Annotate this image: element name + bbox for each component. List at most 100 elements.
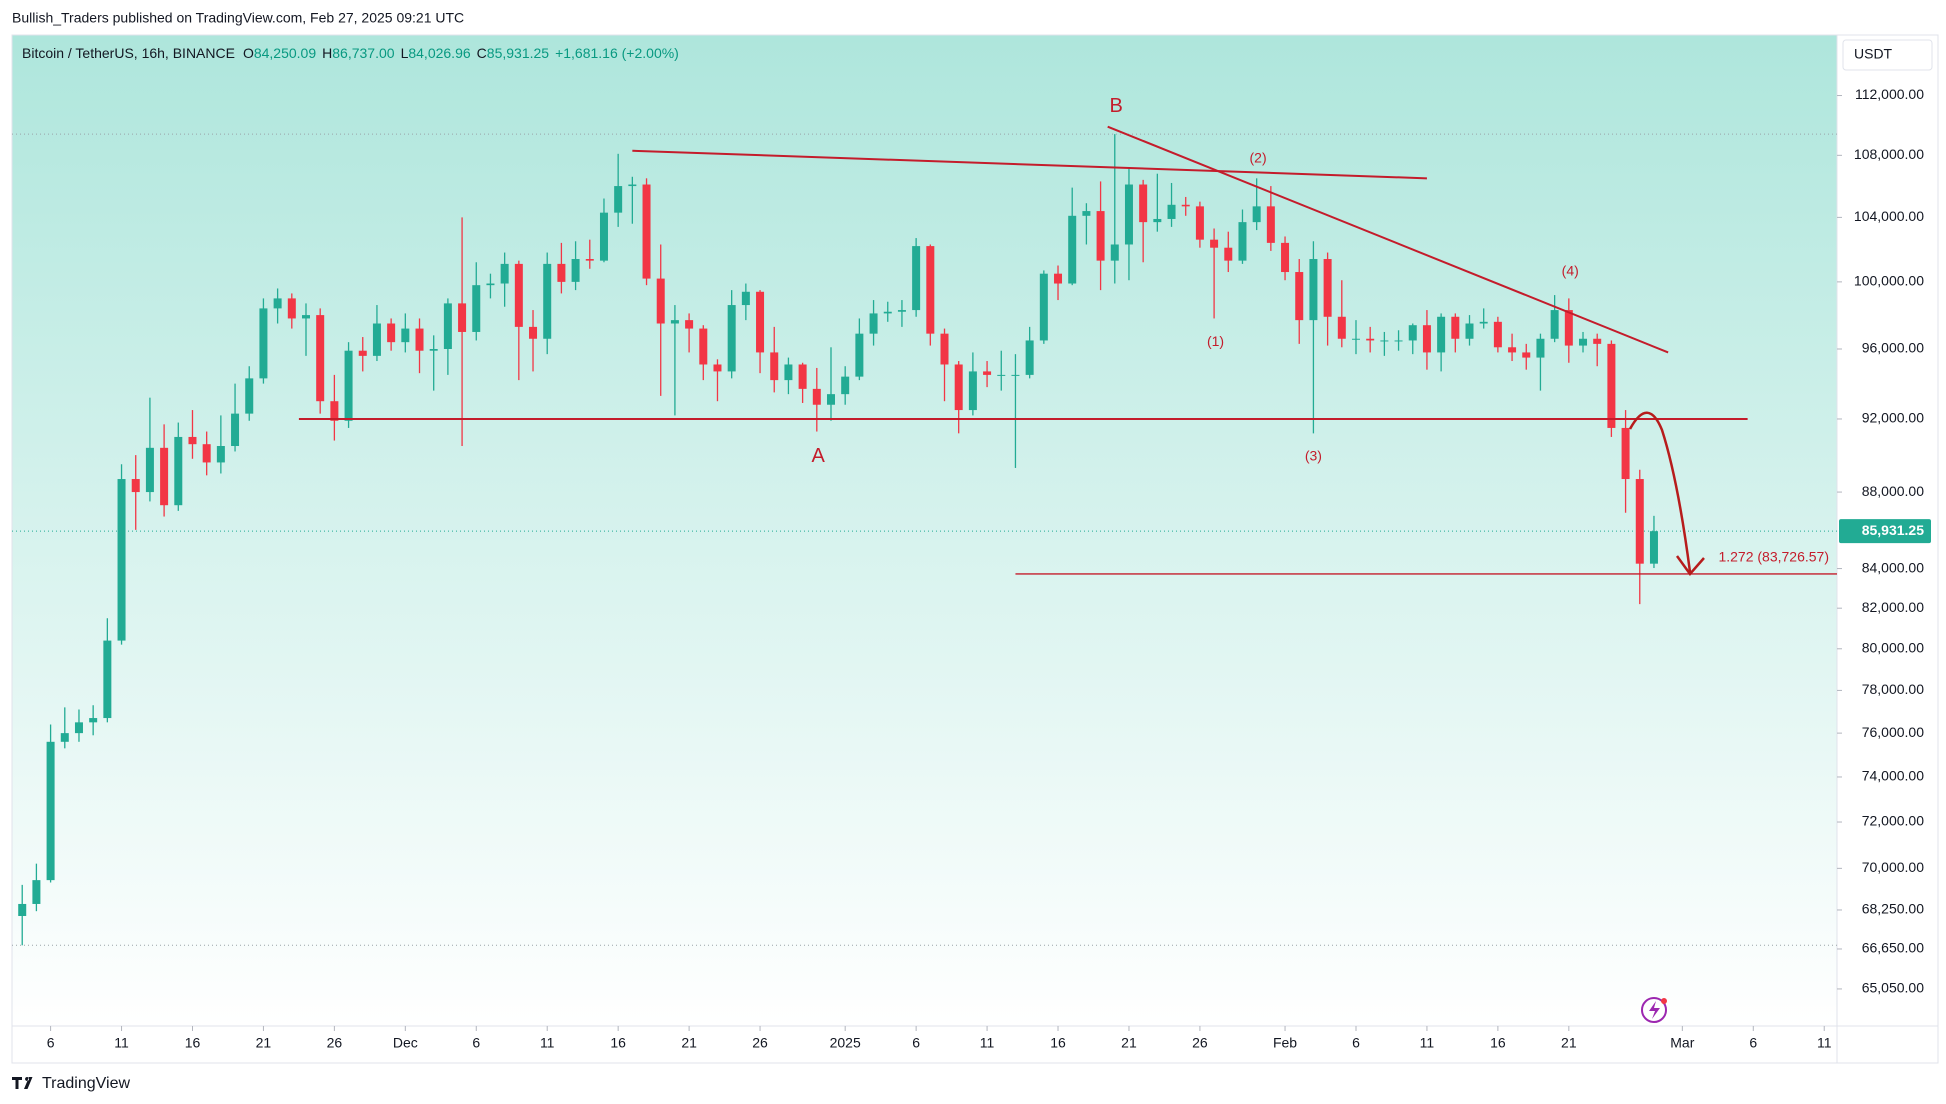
brand-name: TradingView bbox=[42, 1075, 130, 1092]
x-tick-label: 11 bbox=[1420, 1035, 1435, 1051]
plot: 1.272 (83,726.57) B A (1) (2) (3) (4) bbox=[12, 95, 1837, 946]
ohlc-key: H bbox=[322, 45, 332, 61]
y-tick-label: 74,000.00 bbox=[1862, 768, 1924, 784]
x-tick-label: 26 bbox=[327, 1035, 343, 1051]
candle-body bbox=[741, 291, 750, 306]
candle-body bbox=[628, 184, 637, 187]
x-tick-label: 11 bbox=[1817, 1035, 1832, 1051]
candle-body bbox=[997, 374, 1006, 376]
candle-body bbox=[1479, 321, 1488, 324]
arrow-head bbox=[1675, 555, 1705, 577]
fib-label: 1.272 (83,726.57) bbox=[1718, 549, 1829, 565]
candle-body bbox=[770, 352, 779, 381]
candle-body bbox=[1621, 427, 1630, 480]
candle-body bbox=[826, 394, 835, 405]
x-tick-label: Dec bbox=[393, 1035, 418, 1051]
candle-body bbox=[798, 364, 807, 389]
x-tick-label: 2025 bbox=[830, 1035, 861, 1051]
ohlc-value: 84,250.09 bbox=[254, 45, 316, 61]
y-tick-label: 100,000.00 bbox=[1854, 273, 1924, 289]
change: +1,681.16 (+2.00%) bbox=[555, 45, 679, 61]
candle-body bbox=[273, 298, 282, 309]
candle-body bbox=[1195, 206, 1204, 240]
ohlc-value: 85,931.25 bbox=[487, 45, 549, 61]
x-tick-label: 16 bbox=[1050, 1035, 1066, 1051]
candle-body bbox=[188, 436, 197, 445]
currency-box[interactable] bbox=[1842, 39, 1933, 71]
candle-body bbox=[1238, 222, 1247, 261]
candle-body bbox=[301, 315, 310, 319]
y-tick-label: 65,050.00 bbox=[1862, 980, 1924, 996]
candle-body bbox=[74, 722, 83, 734]
candle-body bbox=[1550, 310, 1559, 339]
x-tick-label: 21 bbox=[256, 1035, 272, 1051]
candle-body bbox=[1025, 340, 1034, 375]
candle-body bbox=[926, 246, 935, 334]
candle-body bbox=[415, 328, 424, 351]
x-tick-label: 6 bbox=[912, 1035, 920, 1051]
candle-body bbox=[585, 259, 594, 261]
candle-body bbox=[1451, 316, 1460, 339]
candle-body bbox=[514, 263, 523, 327]
candle-body bbox=[1493, 321, 1502, 348]
candle-body bbox=[429, 348, 438, 351]
candle-body bbox=[1224, 247, 1233, 261]
candle-body bbox=[372, 323, 381, 356]
subwave-label: (3) bbox=[1305, 448, 1322, 464]
chart-frame bbox=[11, 34, 1939, 1064]
published-line: Bullish_Traders published on TradingView… bbox=[12, 10, 464, 26]
x-tick-label: 6 bbox=[472, 1035, 480, 1051]
candle-body bbox=[869, 313, 878, 334]
candle-body bbox=[614, 186, 623, 213]
ohlc-value: 86,737.00 bbox=[332, 45, 394, 61]
candle-body bbox=[1096, 211, 1105, 261]
candle-body bbox=[727, 305, 736, 372]
candle-body bbox=[1039, 273, 1048, 341]
x-tick-label: 16 bbox=[185, 1035, 201, 1051]
candle-body bbox=[599, 212, 608, 261]
candle-body bbox=[855, 333, 864, 377]
candle-body bbox=[32, 880, 41, 904]
candle-body bbox=[472, 285, 481, 332]
candle-body bbox=[656, 278, 665, 324]
candle-body bbox=[1380, 340, 1389, 342]
candle-body bbox=[1153, 218, 1162, 223]
candle-body bbox=[18, 903, 27, 917]
candle-body bbox=[1110, 244, 1119, 261]
y-tick-label: 72,000.00 bbox=[1862, 813, 1924, 829]
candle-body bbox=[1011, 374, 1020, 376]
candle-body bbox=[529, 326, 538, 339]
y-tick-label: 70,000.00 bbox=[1862, 859, 1924, 875]
y-tick-label: 78,000.00 bbox=[1862, 681, 1924, 697]
candle-body bbox=[231, 413, 240, 447]
x-tick-label: 6 bbox=[1749, 1035, 1757, 1051]
candle-body bbox=[387, 323, 396, 343]
symbol: Bitcoin / TetherUS, 16h, BINANCE bbox=[22, 45, 235, 61]
alert-icon[interactable] bbox=[1641, 997, 1667, 1023]
x-tick-label: 26 bbox=[752, 1035, 768, 1051]
x-tick-label: 21 bbox=[1561, 1035, 1577, 1051]
candle-body bbox=[145, 447, 154, 493]
x-tick-label: 26 bbox=[1192, 1035, 1208, 1051]
candle-body bbox=[983, 371, 992, 375]
ohlc-key: C bbox=[477, 45, 487, 61]
candle-body bbox=[500, 263, 509, 284]
candle-body bbox=[557, 263, 566, 282]
alert-dot bbox=[1661, 998, 1667, 1004]
candle-body bbox=[103, 640, 112, 719]
x-tick-label: 6 bbox=[47, 1035, 55, 1051]
wave-label: A bbox=[812, 445, 826, 467]
candle-body bbox=[1649, 531, 1658, 564]
candle-body bbox=[756, 291, 765, 353]
candle-body bbox=[1564, 310, 1573, 346]
candle-body bbox=[1295, 272, 1304, 321]
last-price-text: 85,931.25 bbox=[1862, 522, 1924, 538]
candle-body bbox=[571, 259, 580, 282]
candle-body bbox=[954, 364, 963, 411]
ohlc-key: O bbox=[243, 45, 254, 61]
candle-body bbox=[316, 315, 325, 402]
y-tick-label: 80,000.00 bbox=[1862, 639, 1924, 655]
candle-body bbox=[174, 436, 183, 506]
candle-body bbox=[912, 246, 921, 311]
y-tick-label: 104,000.00 bbox=[1854, 208, 1924, 224]
